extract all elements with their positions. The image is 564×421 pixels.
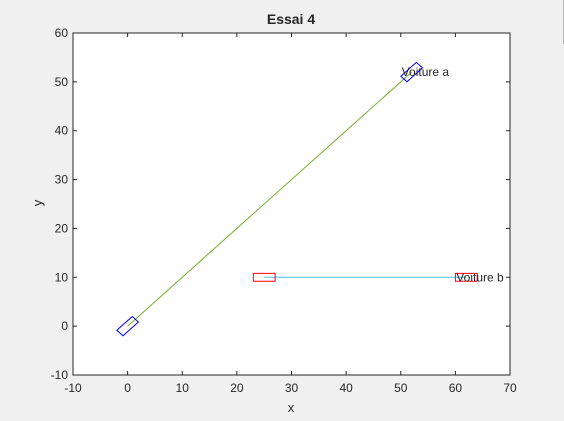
y-axis-label: y <box>30 199 45 206</box>
chart-title: Essai 4 <box>267 11 315 27</box>
vehicle-label: Voiture b <box>456 270 504 284</box>
plot-area <box>72 32 511 376</box>
vehicle-marker-4 <box>454 272 478 282</box>
y-tick-label: 50 <box>55 75 69 89</box>
y-tick-label: -10 <box>51 368 69 382</box>
x-tick-label: 0 <box>124 381 131 395</box>
x-tick-label: 60 <box>449 381 463 395</box>
x-tick-label: 70 <box>503 381 517 395</box>
y-tick-label: 10 <box>55 270 69 284</box>
x-axis-label: x <box>288 400 295 415</box>
x-tick-label: 20 <box>230 381 244 395</box>
x-tick-label: -10 <box>64 381 82 395</box>
y-tick-label: 0 <box>61 319 68 333</box>
vehicle-marker-3 <box>252 272 276 282</box>
x-tick-label: 30 <box>285 381 299 395</box>
x-tick-label: 50 <box>394 381 408 395</box>
y-tick-label: 20 <box>55 221 69 235</box>
y-tick-label: 40 <box>55 124 69 138</box>
y-tick-label: 60 <box>55 26 69 40</box>
vehicle-marker-2 <box>400 61 424 83</box>
x-tick-label: 40 <box>339 381 353 395</box>
series-line-1 <box>127 71 413 327</box>
y-tick-label: 30 <box>55 173 69 187</box>
vehicle-marker-1 <box>116 315 140 337</box>
x-tick-label: 10 <box>176 381 190 395</box>
vehicle-label: Voiture a <box>402 65 450 79</box>
